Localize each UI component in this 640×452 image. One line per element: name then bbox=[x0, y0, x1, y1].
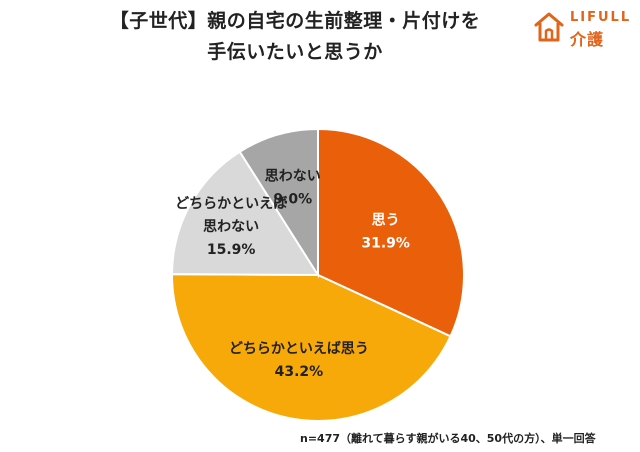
slice-value-label-0: 31.9% bbox=[361, 235, 410, 251]
pie-labels: 思う31.9%どちらかといえば思う43.2%どちらかといえば思わない15.9%思… bbox=[175, 169, 410, 380]
house-icon bbox=[534, 12, 564, 42]
pie-slices bbox=[170, 127, 465, 422]
pie-slice-3 bbox=[238, 127, 319, 279]
pie-slice-1 bbox=[171, 273, 452, 422]
slice-category-label-2: どちらかといえば bbox=[175, 196, 287, 212]
logo-brand-text: LIFULL bbox=[570, 10, 632, 25]
pie-slice-0 bbox=[317, 127, 465, 338]
chart-title-line1: 【子世代】親の自宅の生前整理・片付けを bbox=[109, 10, 481, 32]
sample-size-note: n=477（離れて暮らす親がいる40、50代の方）、単一回答 bbox=[300, 432, 596, 445]
logo-sub-text: 介護 bbox=[570, 30, 605, 49]
slice-value-label-1: 43.2% bbox=[275, 364, 324, 380]
brand-logo: LIFULL 介護 bbox=[532, 10, 632, 50]
chart-title: 【子世代】親の自宅の生前整理・片付けを 手伝いたいと思うか bbox=[80, 6, 510, 68]
pie-slice-2 bbox=[170, 150, 320, 277]
slice-category-label-3: 思わない bbox=[265, 169, 321, 185]
chart-title-line2: 手伝いたいと思うか bbox=[207, 41, 383, 63]
slice-category-label-0: 思う bbox=[372, 212, 400, 228]
slice-category-label-2: 思わない bbox=[203, 219, 259, 235]
slice-category-label-1: どちらかといえば思う bbox=[229, 341, 369, 357]
slice-value-label-3: 9.0% bbox=[273, 192, 312, 208]
slice-value-label-2: 15.9% bbox=[207, 242, 256, 258]
